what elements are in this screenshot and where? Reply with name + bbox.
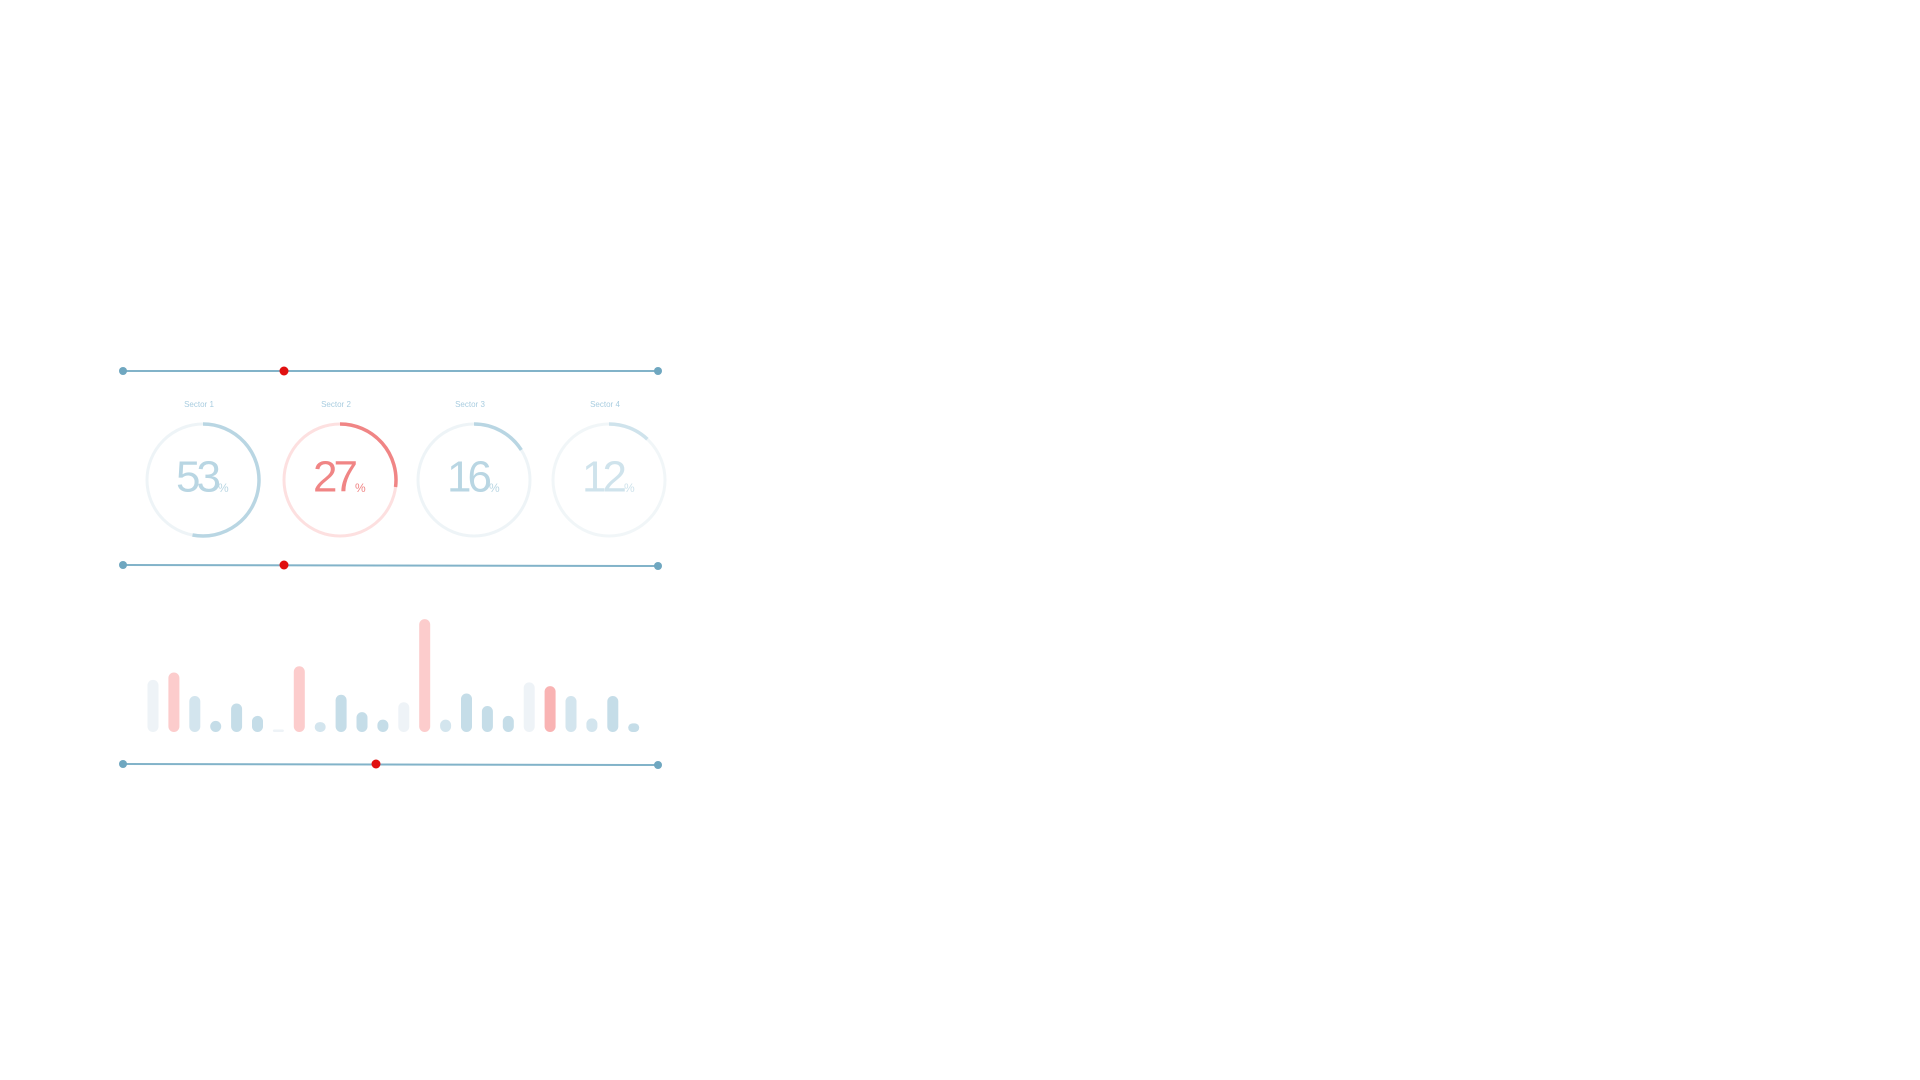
- bar: [147, 679, 159, 732]
- bar: [168, 672, 180, 732]
- gauge-arc: [473, 422, 523, 451]
- bar: [272, 729, 284, 732]
- bar: [440, 719, 452, 732]
- bar: [565, 696, 577, 732]
- slider-end: [654, 562, 662, 570]
- bar: [398, 702, 410, 732]
- gauge-arc: [608, 422, 649, 441]
- bar: [189, 696, 201, 732]
- gauge-unit: %: [624, 481, 635, 495]
- slider-end: [119, 760, 127, 768]
- bar: [544, 686, 556, 732]
- bar-chart: [147, 619, 640, 732]
- bar: [523, 682, 535, 732]
- gauge-unit: %: [218, 481, 229, 495]
- gauge-arc: [339, 422, 398, 488]
- gauge-value: 27: [313, 453, 356, 502]
- slider-end: [119, 367, 127, 375]
- slider-handle[interactable]: [371, 759, 381, 769]
- slider-end: [654, 761, 662, 769]
- bar: [628, 723, 640, 732]
- bar: [377, 719, 389, 732]
- slider-track: [122, 763, 659, 766]
- sector-label: Sector 3: [455, 400, 485, 409]
- bar: [481, 705, 493, 732]
- gauge-unit: %: [355, 481, 366, 495]
- slider-handle[interactable]: [279, 560, 289, 570]
- bar: [335, 694, 347, 732]
- sector-label: Sector 2: [321, 400, 351, 409]
- slider-end: [119, 561, 127, 569]
- bar: [607, 696, 619, 732]
- gauge-value: 12: [582, 453, 625, 502]
- bar: [502, 715, 514, 732]
- bar: [419, 619, 431, 732]
- slider[interactable]: [119, 560, 662, 571]
- slider[interactable]: [119, 759, 662, 770]
- bar: [356, 712, 368, 732]
- gauge-unit: %: [489, 481, 500, 495]
- slider-track: [122, 564, 659, 567]
- slider-handle[interactable]: [279, 366, 289, 376]
- bar: [293, 666, 305, 732]
- bar: [314, 722, 326, 732]
- bar: [586, 718, 598, 732]
- slider-end: [654, 367, 662, 375]
- gauge-value: 53: [176, 453, 219, 502]
- gauges: Sector 1 53 % Sector 2 27 % Sector 3 16 % Sector …: [145, 400, 667, 538]
- gauge-value: 16: [447, 453, 490, 502]
- bar: [252, 715, 263, 732]
- bar: [231, 703, 243, 732]
- bar: [210, 720, 222, 732]
- sector-label: Sector 4: [590, 400, 620, 409]
- gauge-arc: [192, 422, 261, 538]
- bar: [461, 693, 472, 732]
- slider[interactable]: [119, 366, 662, 376]
- sector-label: Sector 1: [184, 400, 214, 409]
